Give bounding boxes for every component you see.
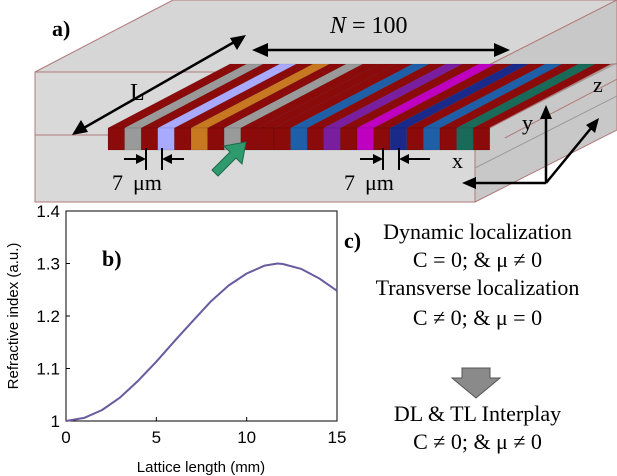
panel-c: c) Dynamic localization C = 0; & μ ≠ 0 T… (338, 218, 617, 476)
waveguide-end (306, 127, 325, 151)
axis-ticks: 0 5 10 15 1 1.1 1.2 1.3 1.4 (36, 202, 346, 447)
waveguide-end (257, 127, 275, 151)
block-side-face (474, 0, 617, 203)
dl-condition: C = 0; & μ ≠ 0 (412, 247, 543, 272)
x-tick-label: 15 (328, 428, 347, 447)
panel-b-label: b) (102, 246, 122, 271)
spacing-marker-right (360, 148, 430, 170)
waveguide-end (389, 127, 408, 151)
x-axis-label: Lattice length (mm) (137, 459, 265, 476)
y-tick-label: 1 (51, 412, 60, 431)
waveguide-end (190, 127, 208, 151)
waveguide-end (323, 127, 341, 151)
y-tick-label: 1.4 (36, 202, 60, 221)
waveguide-end (140, 127, 159, 151)
down-arrow-icon (450, 367, 502, 399)
waveguide-array (107, 63, 617, 151)
waveguide-end (207, 127, 225, 151)
length-label: L (130, 80, 145, 106)
tl-condition: C ≠ 0; & μ = 0 (412, 305, 543, 330)
plot-area (65, 210, 338, 422)
panel-a: N = 100 L a) 7 μm 7 μm (34, 0, 617, 203)
axis-arrow-icon (462, 105, 599, 189)
array-outline (489, 63, 617, 139)
panel-c-label: c) (344, 228, 362, 253)
waveguide-end (439, 127, 457, 151)
input-arrow-icon (211, 141, 247, 177)
y-tick-label: 1.1 (36, 360, 60, 379)
waveguide-end (273, 127, 291, 151)
y-axis-label: Refractive index (a.u.) (5, 243, 22, 390)
axis-z-label: z (593, 72, 603, 97)
x-tick-label: 10 (237, 428, 256, 447)
spacing-right-label: 7 μm (344, 170, 394, 195)
waveguide-end (423, 127, 441, 151)
waveguide-end (456, 127, 474, 151)
axis-y-label: y (522, 110, 533, 135)
waveguide-end (373, 127, 391, 151)
series-line (65, 262, 338, 422)
panel-a-label: a) (52, 16, 70, 41)
waveguide-end (124, 127, 142, 151)
panel-b-chart: 0 5 10 15 1 1.1 1.2 1.3 1.4 b) Lattice length (m… (5, 202, 346, 476)
waveguide-end (107, 127, 125, 151)
tl-title: Transverse localization (375, 275, 580, 300)
waveguide-end (174, 127, 192, 151)
y-tick-label: 1.2 (36, 307, 60, 326)
x-tick-label: 5 (152, 428, 161, 447)
double-arrow-icon (252, 43, 510, 57)
waveguide-end (472, 127, 491, 151)
series-group (65, 262, 338, 422)
interplay-title: DL & TL Interplay (393, 401, 562, 426)
axis-x-label: x (452, 148, 463, 173)
spacing-left-label: 7 μm (112, 170, 162, 195)
x-tick-label: 0 (61, 428, 70, 447)
spacing-marker-left (124, 148, 184, 170)
length-arrow-icon (72, 35, 246, 135)
n-label: N = 100 (329, 13, 408, 39)
waveguide-end (290, 127, 308, 151)
dl-title: Dynamic localization (383, 219, 572, 244)
waveguide-end (340, 127, 358, 151)
waveguide-end (406, 127, 424, 151)
y-tick-label: 1.3 (36, 255, 60, 274)
waveguide-end (157, 127, 175, 151)
waveguide-end (356, 127, 374, 151)
interplay-condition: C ≠ 0; & μ ≠ 0 (413, 429, 542, 454)
